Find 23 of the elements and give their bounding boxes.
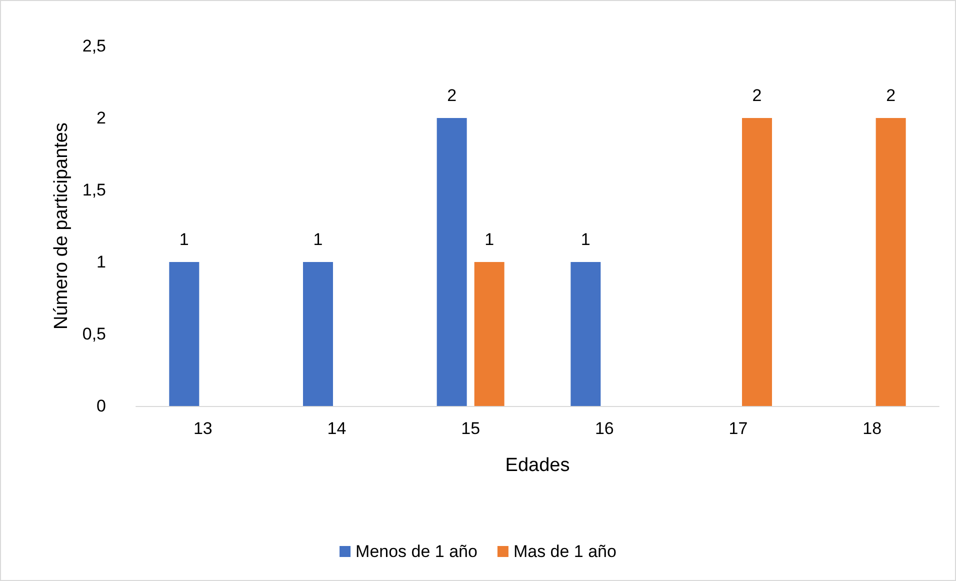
x-tick-label: 14 (327, 419, 346, 438)
x-tick-label: 13 (193, 419, 212, 438)
legend-label: Menos de 1 año (356, 542, 478, 561)
x-tick-label: 17 (728, 419, 748, 438)
legend-label: Mas de 1 año (513, 542, 616, 561)
data-label: 2 (886, 86, 896, 105)
x-tick-label: 16 (594, 419, 614, 438)
y-tick-label: 1 (96, 252, 106, 272)
y-tick-label: 0,5 (82, 324, 106, 344)
y-axis-title: Número de participantes (51, 122, 72, 330)
data-label: 1 (484, 230, 494, 249)
data-label: 2 (447, 86, 457, 105)
x-tick-label: 18 (862, 419, 882, 438)
data-label: 1 (313, 230, 323, 249)
y-tick-label: 1,5 (82, 180, 106, 200)
x-tick-label: 15 (461, 419, 480, 438)
data-label: 1 (580, 230, 590, 249)
y-tick-label: 2 (96, 108, 106, 128)
data-label: 2 (752, 86, 762, 105)
data-label: 1 (179, 230, 189, 249)
y-tick-label: 0 (96, 396, 106, 416)
x-axis-title: Edades (505, 455, 570, 476)
y-tick-label: 2,5 (82, 36, 106, 56)
